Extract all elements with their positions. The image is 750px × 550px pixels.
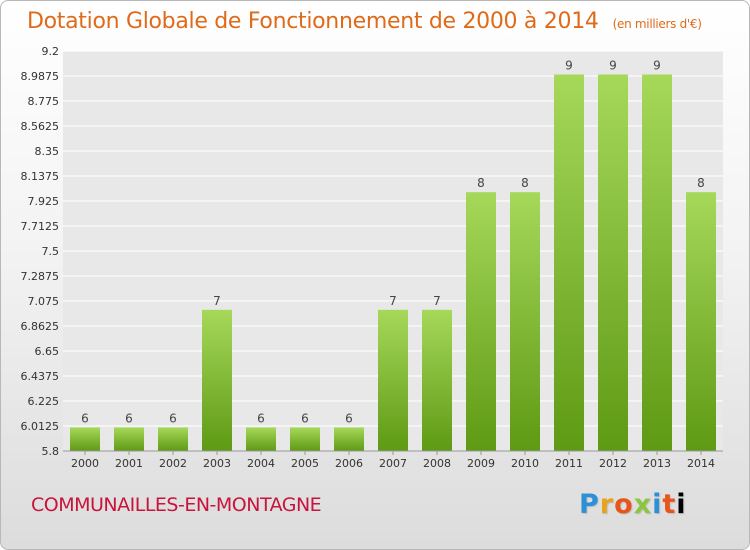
x-axis-ticks: 2000 2001 2002 2003 2004 2005 2006 2007 2008 2009… (71, 451, 715, 470)
logo-letter: o (614, 489, 634, 520)
y-tick-label: 9.2 (42, 45, 60, 58)
y-tick-label: 7.7125 (21, 220, 60, 233)
x-tick-label: 2001 (115, 457, 143, 470)
y-tick-label: 7.2875 (21, 270, 60, 283)
bar-value-label: 6 (257, 411, 265, 425)
x-tick-label: 2012 (599, 457, 627, 470)
y-tick-label: 8.775 (28, 95, 60, 108)
x-tick-label: 2003 (203, 457, 231, 470)
chart-title-text: Dotation Globale de Fonctionnement de 20… (27, 9, 599, 34)
x-tick-label: 2010 (511, 457, 539, 470)
bar-value-label: 8 (521, 176, 529, 190)
y-tick-label: 7.5 (42, 245, 60, 258)
x-tick-label: 2002 (159, 457, 187, 470)
bar-value-label: 8 (477, 176, 485, 190)
bar-value-label: 7 (389, 294, 397, 308)
bar (334, 427, 364, 451)
unit-label: (en milliers d'€) (612, 17, 702, 31)
chart-title: Dotation Globale de Fonctionnement de 20… (27, 9, 702, 34)
bar-value-label: 9 (609, 59, 617, 73)
x-tick-label: 2005 (291, 457, 319, 470)
bar-value-label: 9 (653, 59, 661, 73)
y-tick-label: 8.9875 (21, 70, 60, 83)
x-tick-label: 2014 (687, 457, 715, 470)
y-tick-label: 8.1375 (21, 170, 60, 183)
bar (510, 192, 540, 452)
bar-value-label: 8 (697, 176, 705, 190)
y-tick-label: 6.65 (35, 345, 60, 358)
logo-letter: r (599, 489, 615, 520)
y-tick-label: 8.35 (35, 145, 60, 158)
y-axis-ticks: 5.8 6.0125 6.225 6.4375 6.65 6.8625 7.075 7.287… (21, 45, 60, 458)
data-labels: 6 6 6 7 6 6 6 7 7 8 8 9 9 9 8 (81, 59, 705, 426)
x-tick-label: 2013 (643, 457, 671, 470)
bar-value-label: 6 (169, 411, 177, 425)
x-tick-label: 2009 (467, 457, 495, 470)
x-tick-label: 2011 (555, 457, 583, 470)
y-tick-label: 7.075 (28, 295, 60, 308)
bar-value-label: 6 (301, 411, 309, 425)
commune-name: COMMUNAILLES-EN-MONTAGNE (31, 494, 322, 516)
bar-value-label: 7 (433, 294, 441, 308)
x-tick-label: 2004 (247, 457, 275, 470)
bar (466, 192, 496, 452)
y-tick-label: 8.5625 (21, 120, 60, 133)
logo-letter: i (652, 489, 663, 520)
bar (378, 309, 408, 451)
logo-letter: x (633, 489, 653, 520)
x-tick-label: 2000 (71, 457, 99, 470)
logo-letter: i (676, 489, 687, 520)
y-tick-label: 6.4375 (21, 370, 60, 383)
bar (114, 427, 144, 451)
y-tick-label: 5.8 (42, 445, 60, 458)
logo-letter: t (662, 489, 677, 520)
x-tick-label: 2008 (423, 457, 451, 470)
bar-value-label: 7 (213, 294, 221, 308)
x-tick-label: 2006 (335, 457, 363, 470)
bar-value-label: 9 (565, 59, 573, 73)
bar (202, 309, 232, 451)
logo-letter: P (579, 489, 600, 520)
bar (598, 74, 628, 451)
bar-value-label: 6 (345, 411, 353, 425)
bar (246, 427, 276, 451)
bar-value-label: 6 (125, 411, 133, 425)
bar (554, 74, 584, 451)
bar (686, 192, 716, 452)
proxiti-logo: Proxiti (579, 489, 687, 520)
y-tick-label: 6.225 (28, 395, 60, 408)
y-tick-label: 6.0125 (21, 420, 60, 433)
y-tick-label: 6.8625 (21, 320, 60, 333)
bar (422, 309, 452, 451)
x-tick-label: 2007 (379, 457, 407, 470)
bar (290, 427, 320, 451)
bars (70, 74, 716, 452)
bar-value-label: 6 (81, 411, 89, 425)
bar (642, 74, 672, 451)
bar (70, 427, 100, 451)
y-tick-label: 7.925 (28, 195, 60, 208)
bar (158, 427, 188, 451)
